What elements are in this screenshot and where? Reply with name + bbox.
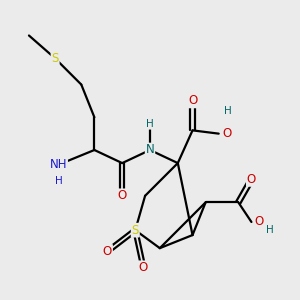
Text: O: O xyxy=(103,245,112,258)
Text: O: O xyxy=(255,215,264,229)
Text: S: S xyxy=(51,52,59,65)
Text: H: H xyxy=(55,176,62,186)
Text: H: H xyxy=(224,106,231,116)
Text: H: H xyxy=(266,225,273,235)
Text: O: O xyxy=(222,127,231,140)
Text: O: O xyxy=(188,94,197,107)
Text: S: S xyxy=(132,224,139,237)
Text: O: O xyxy=(118,189,127,202)
Text: H: H xyxy=(146,119,154,129)
Text: NH: NH xyxy=(50,158,67,171)
Text: O: O xyxy=(247,173,256,186)
Text: N: N xyxy=(146,143,154,157)
Text: O: O xyxy=(139,261,148,274)
